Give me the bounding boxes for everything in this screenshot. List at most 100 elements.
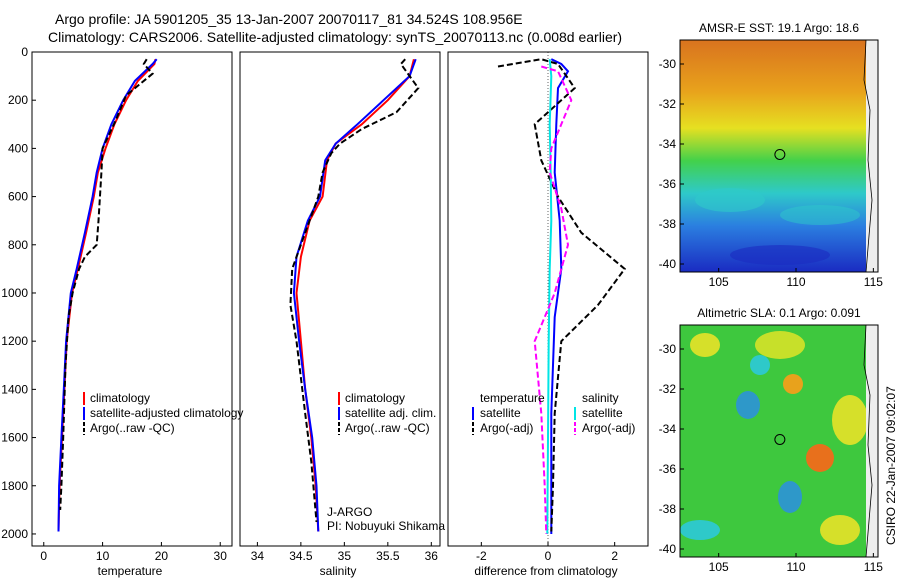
series-line-satellite-adjusted-climatology [57, 58, 158, 532]
y-tick-label: 2000 [1, 527, 28, 541]
legend-label-sal-argo: Argo(-adj) [582, 421, 635, 435]
x-tick-label: 10 [96, 549, 110, 563]
temperature-plot [57, 58, 158, 532]
map-y-tick-label: -30 [659, 342, 677, 356]
map-x-tick-label: 105 [709, 560, 729, 574]
annotation-program: J-ARGO [327, 505, 372, 519]
x-tick-label: 36 [425, 549, 439, 563]
legend-label-temp-satellite: satellite [480, 406, 521, 420]
salinity-legend: climatology satellite adj. clim. Argo(..… [327, 391, 445, 533]
depth-axis: 0 200 400 600 800 1000 1200 1400 1600 1800 2000 [1, 45, 36, 541]
legend-label-argo: Argo(..raw -QC) [90, 421, 175, 435]
x-tick-label: 2 [611, 549, 618, 563]
difference-legend: temperature satellite Argo(-adj) salinit… [472, 391, 635, 435]
map-x-tick-label: 115 [864, 275, 883, 289]
map-x-tick-label: 115 [864, 560, 883, 574]
map-y-tick-label: -30 [659, 57, 677, 71]
temperature-legend: climatology satellite-adjusted climatolo… [83, 391, 243, 435]
sst-map-title: AMSR-E SST: 19.1 Argo: 18.6 [699, 21, 859, 35]
series-line-temperature-argo-adj- [497, 58, 627, 532]
sla-map-frame [679, 324, 879, 558]
series-line-argo-raw-qc- [59, 58, 155, 510]
legend-label-climatology: climatology [90, 391, 150, 405]
coastline [863, 325, 873, 557]
x-tick-label: 20 [155, 549, 169, 563]
x-tick-label: 34.5 [289, 549, 313, 563]
legend-label-sal-satellite: satellite [582, 406, 623, 420]
map-y-tick-label: -38 [659, 502, 677, 516]
sla-eddy [820, 515, 860, 545]
sla-eddy [680, 520, 720, 540]
credit-text: CSIRO 22-Jan-2007 09:02:07 [884, 386, 898, 545]
sst-eddy [730, 245, 830, 265]
sst-eddy [780, 205, 860, 225]
series-line-argo-raw-qc- [289, 58, 420, 522]
y-tick-label: 400 [8, 141, 28, 155]
series-line-salinity-argo-adj- [533, 65, 573, 535]
map-y-tick-label: -40 [659, 542, 677, 556]
legend-title-temperature: temperature [480, 391, 545, 405]
sla-map-title: Altimetric SLA: 0.1 Argo: 0.091 [697, 306, 861, 320]
sla-eddy [736, 391, 760, 419]
y-tick-label: 0 [21, 45, 28, 59]
legend-label-climatology: climatology [345, 391, 405, 405]
y-tick-label: 1600 [1, 431, 28, 445]
figure-title-line1: Argo profile: JA 5901205_35 13-Jan-2007 … [55, 11, 523, 27]
float-position-marker [774, 433, 786, 445]
land-mask [866, 325, 878, 557]
salinity-x-ticks: 34 34.5 35 35.5 36 [251, 542, 439, 563]
sla-eddy [806, 444, 834, 472]
legend-label-satellite: satellite-adjusted climatology [90, 406, 243, 420]
x-tick-label: 34 [251, 549, 265, 563]
map-y-tick-label: -32 [659, 382, 677, 396]
x-tick-label: 0 [40, 549, 47, 563]
salinity-xlabel: salinity [320, 564, 357, 578]
legend-label-temp-argo: Argo(-adj) [480, 421, 533, 435]
sst-eddy [695, 188, 765, 212]
map-y-tick-label: -40 [659, 257, 677, 271]
map-x-tick-label: 110 [786, 275, 805, 289]
y-tick-label: 1800 [1, 479, 28, 493]
sst-map [680, 40, 878, 272]
x-tick-label: 30 [214, 549, 228, 563]
y-tick-label: 1400 [1, 382, 28, 396]
sla-map-ticks: -30 -32 -34 -36 -38 -40 105 110 115 [659, 342, 884, 574]
coastline [863, 40, 873, 272]
legend-title-salinity: salinity [582, 391, 619, 405]
annotation-pi: PI: Nobuyuki Shikama [327, 519, 445, 533]
difference-xlabel: difference from climatology [474, 564, 617, 578]
salinity-plot [289, 58, 420, 532]
y-tick-label: 800 [8, 238, 28, 252]
series-line-salinity-satellite [546, 59, 553, 535]
sla-eddy [783, 374, 803, 394]
salinity-panel-frame [239, 51, 441, 547]
temperature-panel-frame [31, 51, 233, 547]
sst-map-frame [679, 39, 879, 273]
x-tick-label: 35.5 [376, 549, 400, 563]
temperature-xlabel: temperature [98, 564, 163, 578]
sst-map-ticks: -30 -32 -34 -36 -38 -40 105 110 115 [659, 57, 884, 289]
y-tick-label: 1000 [1, 286, 28, 300]
figure-title-line2: Climatology: CARS2006. Satellite-adjuste… [48, 29, 622, 45]
map-y-tick-label: -32 [659, 97, 677, 111]
x-tick-label: 35 [338, 549, 352, 563]
sla-eddy [690, 333, 720, 357]
map-y-tick-label: -36 [659, 462, 677, 476]
series-line-satellite-adj-clim- [292, 58, 417, 532]
x-tick-label: 0 [545, 549, 552, 563]
map-x-tick-label: 110 [786, 560, 805, 574]
map-y-tick-label: -34 [659, 422, 677, 436]
land-mask [866, 40, 878, 272]
difference-plot [497, 52, 627, 546]
sla-eddy [755, 331, 805, 359]
temperature-x-ticks: 0 10 20 30 [40, 542, 227, 563]
y-tick-label: 200 [8, 93, 28, 107]
legend-label-argo: Argo(..raw -QC) [345, 421, 430, 435]
map-x-tick-label: 105 [709, 275, 729, 289]
map-y-tick-label: -34 [659, 137, 677, 151]
y-tick-label: 600 [8, 190, 28, 204]
sla-map [680, 325, 878, 557]
x-tick-label: -2 [476, 549, 487, 563]
sla-eddy [750, 355, 770, 375]
